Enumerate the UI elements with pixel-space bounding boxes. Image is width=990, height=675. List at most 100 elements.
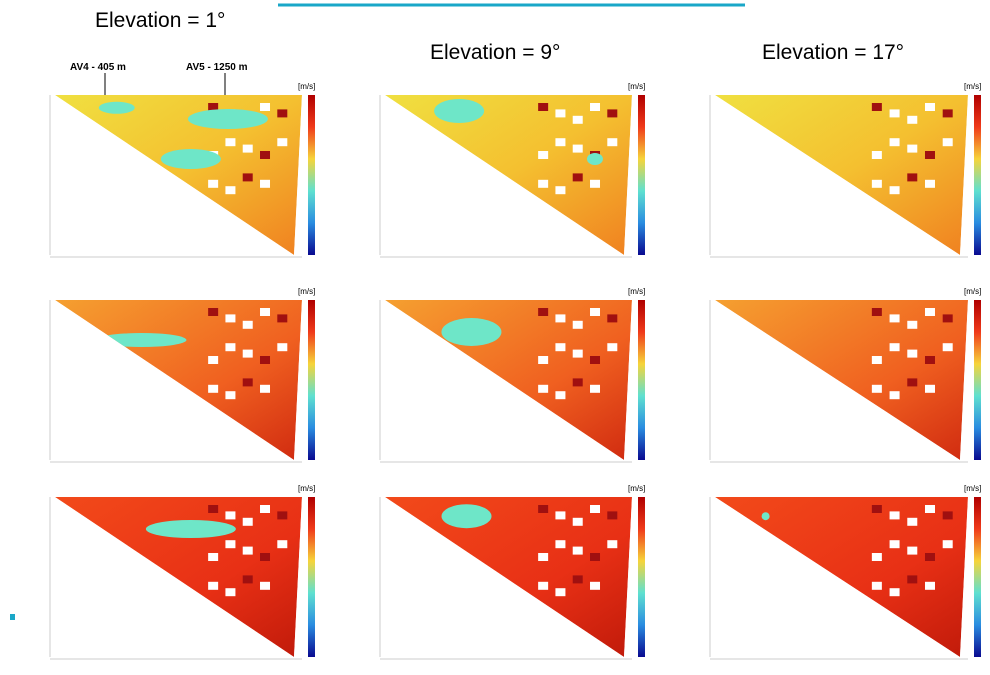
sector-cell bbox=[943, 511, 953, 519]
scan-panel: [m/s] bbox=[380, 484, 645, 659]
sector-cell bbox=[538, 308, 548, 316]
sector-fill bbox=[715, 95, 968, 255]
colorbar-unit: [m/s] bbox=[298, 287, 315, 296]
sector-cell bbox=[890, 391, 900, 399]
colorbar bbox=[638, 95, 645, 255]
sector-blob bbox=[96, 333, 186, 347]
colorbar-unit: [m/s] bbox=[964, 484, 981, 493]
sector-cell bbox=[890, 540, 900, 548]
sector-cell bbox=[872, 180, 882, 188]
sector-cell bbox=[943, 343, 953, 351]
scan-panel: [m/s] bbox=[50, 484, 315, 659]
sector-cell bbox=[907, 116, 917, 124]
sector-cell bbox=[260, 308, 270, 316]
sector-cell bbox=[607, 343, 617, 351]
sector-cell bbox=[555, 343, 565, 351]
sector-cell bbox=[573, 378, 583, 386]
sector-cell bbox=[607, 511, 617, 519]
sector-cell bbox=[243, 173, 253, 181]
sector-blob bbox=[762, 512, 770, 520]
sector-cell bbox=[538, 505, 548, 513]
sector-cell bbox=[872, 553, 882, 561]
sector-blob bbox=[442, 504, 492, 528]
sector-fill bbox=[55, 300, 302, 460]
annotation: AV4 - 405 m bbox=[70, 62, 126, 73]
scan-panel: [m/s] bbox=[380, 287, 645, 462]
colorbar bbox=[974, 95, 981, 255]
sector-cell bbox=[555, 511, 565, 519]
sector-cell bbox=[925, 151, 935, 159]
sector-cell bbox=[925, 385, 935, 393]
sector-cell bbox=[243, 321, 253, 329]
sector-cell bbox=[872, 582, 882, 590]
scan-panel: [m/s] bbox=[380, 82, 645, 257]
sector-cell bbox=[925, 505, 935, 513]
sector-blob bbox=[441, 318, 501, 346]
sector-cell bbox=[208, 553, 218, 561]
sector-cell bbox=[907, 145, 917, 153]
scan-sector bbox=[55, 300, 302, 460]
sector-cell bbox=[943, 138, 953, 146]
sector-cell bbox=[925, 180, 935, 188]
sector-cell bbox=[925, 356, 935, 364]
sector-cell bbox=[590, 180, 600, 188]
scan-panel: [m/s] bbox=[50, 82, 315, 257]
sector-blob bbox=[188, 109, 268, 129]
sector-cell bbox=[555, 588, 565, 596]
sector-cell bbox=[243, 575, 253, 583]
sector-blob bbox=[587, 153, 603, 165]
sector-cell bbox=[208, 356, 218, 364]
sector-cell bbox=[943, 540, 953, 548]
sector-cell bbox=[890, 109, 900, 117]
sector-cell bbox=[573, 350, 583, 358]
colorbar bbox=[308, 95, 315, 255]
sector-cell bbox=[907, 378, 917, 386]
sector-cell bbox=[555, 109, 565, 117]
sector-cell bbox=[607, 109, 617, 117]
sector-cell bbox=[573, 547, 583, 555]
sector-cell bbox=[277, 511, 287, 519]
sector-cell bbox=[277, 314, 287, 322]
sector-cell bbox=[907, 518, 917, 526]
sector-cell bbox=[538, 582, 548, 590]
sector-cell bbox=[925, 103, 935, 111]
sector-cell bbox=[890, 314, 900, 322]
sector-cell bbox=[890, 511, 900, 519]
sector-cell bbox=[225, 391, 235, 399]
sector-cell bbox=[555, 314, 565, 322]
sector-cell bbox=[208, 180, 218, 188]
sector-cell bbox=[872, 505, 882, 513]
sector-cell bbox=[260, 103, 270, 111]
sector-cell bbox=[573, 518, 583, 526]
sector-cell bbox=[872, 308, 882, 316]
colorbar-unit: [m/s] bbox=[964, 82, 981, 91]
sector-cell bbox=[225, 138, 235, 146]
sector-cell bbox=[907, 173, 917, 181]
sector-cell bbox=[277, 343, 287, 351]
colorbar-unit: [m/s] bbox=[628, 484, 645, 493]
scan-sector bbox=[715, 497, 968, 657]
sector-cell bbox=[890, 588, 900, 596]
sector-cell bbox=[872, 103, 882, 111]
scan-sector bbox=[385, 300, 632, 460]
sector-cell bbox=[555, 540, 565, 548]
sector-cell bbox=[260, 553, 270, 561]
sector-cell bbox=[907, 321, 917, 329]
scan-sector bbox=[55, 95, 302, 255]
slide: Elevation = 1° Elevation = 9° Elevation … bbox=[0, 0, 990, 675]
scan-sector bbox=[385, 95, 632, 255]
sector-cell bbox=[208, 582, 218, 590]
heading: Elevation = 1° bbox=[95, 9, 225, 32]
colorbar-unit: [m/s] bbox=[298, 484, 315, 493]
sector-cell bbox=[538, 385, 548, 393]
sector-cell bbox=[925, 553, 935, 561]
sector-cell bbox=[243, 378, 253, 386]
sector-cell bbox=[555, 138, 565, 146]
sector-cell bbox=[260, 505, 270, 513]
sector-cell bbox=[573, 575, 583, 583]
sector-blob bbox=[146, 520, 236, 538]
sector-fill bbox=[385, 95, 632, 255]
colorbar bbox=[974, 497, 981, 657]
sector-cell bbox=[943, 109, 953, 117]
sector-cell bbox=[590, 356, 600, 364]
